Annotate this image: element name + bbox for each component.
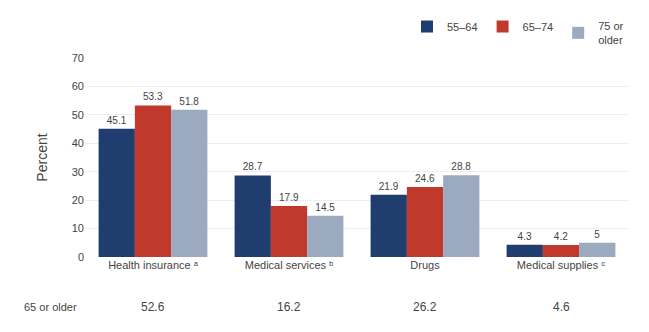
svg-text:55–64: 55–64 (447, 21, 478, 33)
svg-text:20: 20 (72, 194, 84, 206)
svg-text:53.3: 53.3 (143, 91, 163, 102)
svg-text:Drugs: Drugs (410, 259, 440, 271)
svg-text:0: 0 (78, 251, 84, 263)
svg-text:40: 40 (72, 137, 84, 149)
svg-text:65–74: 65–74 (523, 21, 554, 33)
svg-text:4.6: 4.6 (553, 300, 570, 314)
svg-text:28.8: 28.8 (451, 161, 471, 172)
svg-text:Health insurance ᵃ: Health insurance ᵃ (108, 259, 199, 271)
svg-text:52.6: 52.6 (141, 300, 165, 314)
svg-text:14.5: 14.5 (315, 202, 335, 213)
svg-text:51.8: 51.8 (179, 96, 199, 107)
svg-text:Medical supplies ᶜ: Medical supplies ᶜ (517, 259, 605, 271)
svg-text:Percent: Percent (34, 133, 50, 181)
svg-text:4.2: 4.2 (554, 231, 568, 242)
svg-text:65 or older: 65 or older (24, 301, 77, 313)
svg-text:70: 70 (72, 52, 84, 64)
svg-text:24.6: 24.6 (415, 173, 435, 184)
svg-text:75 orolder: 75 orolder (598, 20, 623, 46)
svg-text:21.9: 21.9 (379, 181, 399, 192)
svg-text:45.1: 45.1 (107, 115, 127, 126)
svg-text:50: 50 (72, 109, 84, 121)
svg-text:4.3: 4.3 (518, 231, 532, 242)
svg-text:Medical services ᵇ: Medical services ᵇ (245, 259, 334, 271)
svg-text:60: 60 (72, 80, 84, 92)
svg-text:16.2: 16.2 (277, 300, 301, 314)
svg-text:17.9: 17.9 (279, 192, 299, 203)
svg-text:10: 10 (72, 222, 84, 234)
svg-text:30: 30 (72, 166, 84, 178)
svg-text:26.2: 26.2 (413, 300, 437, 314)
svg-text:5: 5 (594, 229, 600, 240)
svg-text:28.7: 28.7 (243, 161, 263, 172)
